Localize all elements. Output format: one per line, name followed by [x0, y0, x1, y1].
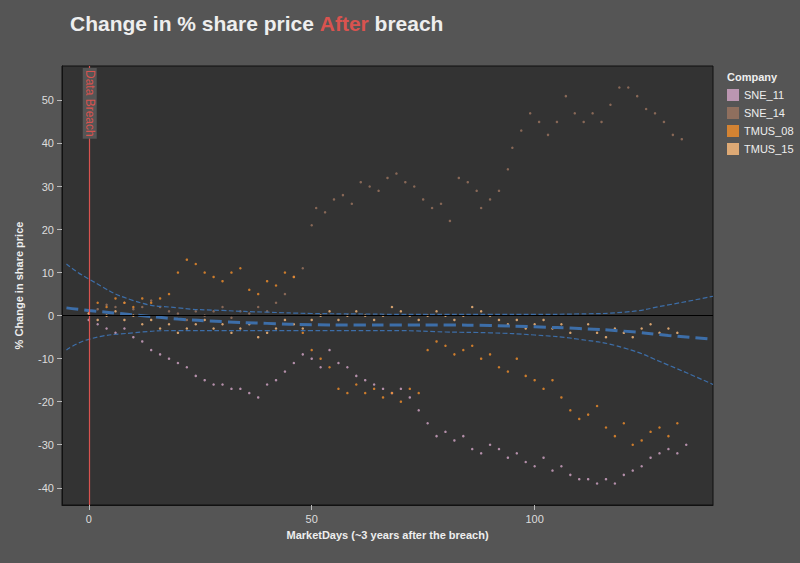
svg-text:After: After — [320, 12, 369, 35]
svg-text:-10: -10 — [38, 353, 54, 365]
svg-text:0: 0 — [48, 310, 54, 322]
svg-text:breach: breach — [369, 12, 444, 35]
svg-text:SNE_11: SNE_11 — [744, 89, 784, 101]
svg-text:-40: -40 — [38, 482, 54, 494]
svg-text:% Change in share price: % Change in share price — [13, 222, 25, 350]
svg-text:SNE_14: SNE_14 — [744, 107, 785, 119]
svg-text:30: 30 — [42, 181, 54, 193]
svg-text:20: 20 — [42, 224, 54, 236]
svg-text:0: 0 — [86, 513, 92, 525]
svg-text:50: 50 — [306, 513, 318, 525]
svg-text:Company: Company — [727, 71, 778, 83]
svg-text:Data Breach: Data Breach — [83, 70, 97, 137]
svg-text:40: 40 — [42, 137, 54, 149]
svg-text:TMUS_08: TMUS_08 — [744, 125, 794, 137]
svg-text:-30: -30 — [38, 439, 54, 451]
svg-text:-20: -20 — [38, 396, 54, 408]
svg-text:TMUS_15: TMUS_15 — [744, 143, 794, 155]
svg-text:Change in % share price: Change in % share price — [70, 12, 320, 35]
svg-text:50: 50 — [42, 94, 54, 106]
svg-text:10: 10 — [42, 267, 54, 279]
svg-text:100: 100 — [525, 513, 543, 525]
svg-text:MarketDays (~3 years after the: MarketDays (~3 years after the breach) — [286, 529, 488, 541]
